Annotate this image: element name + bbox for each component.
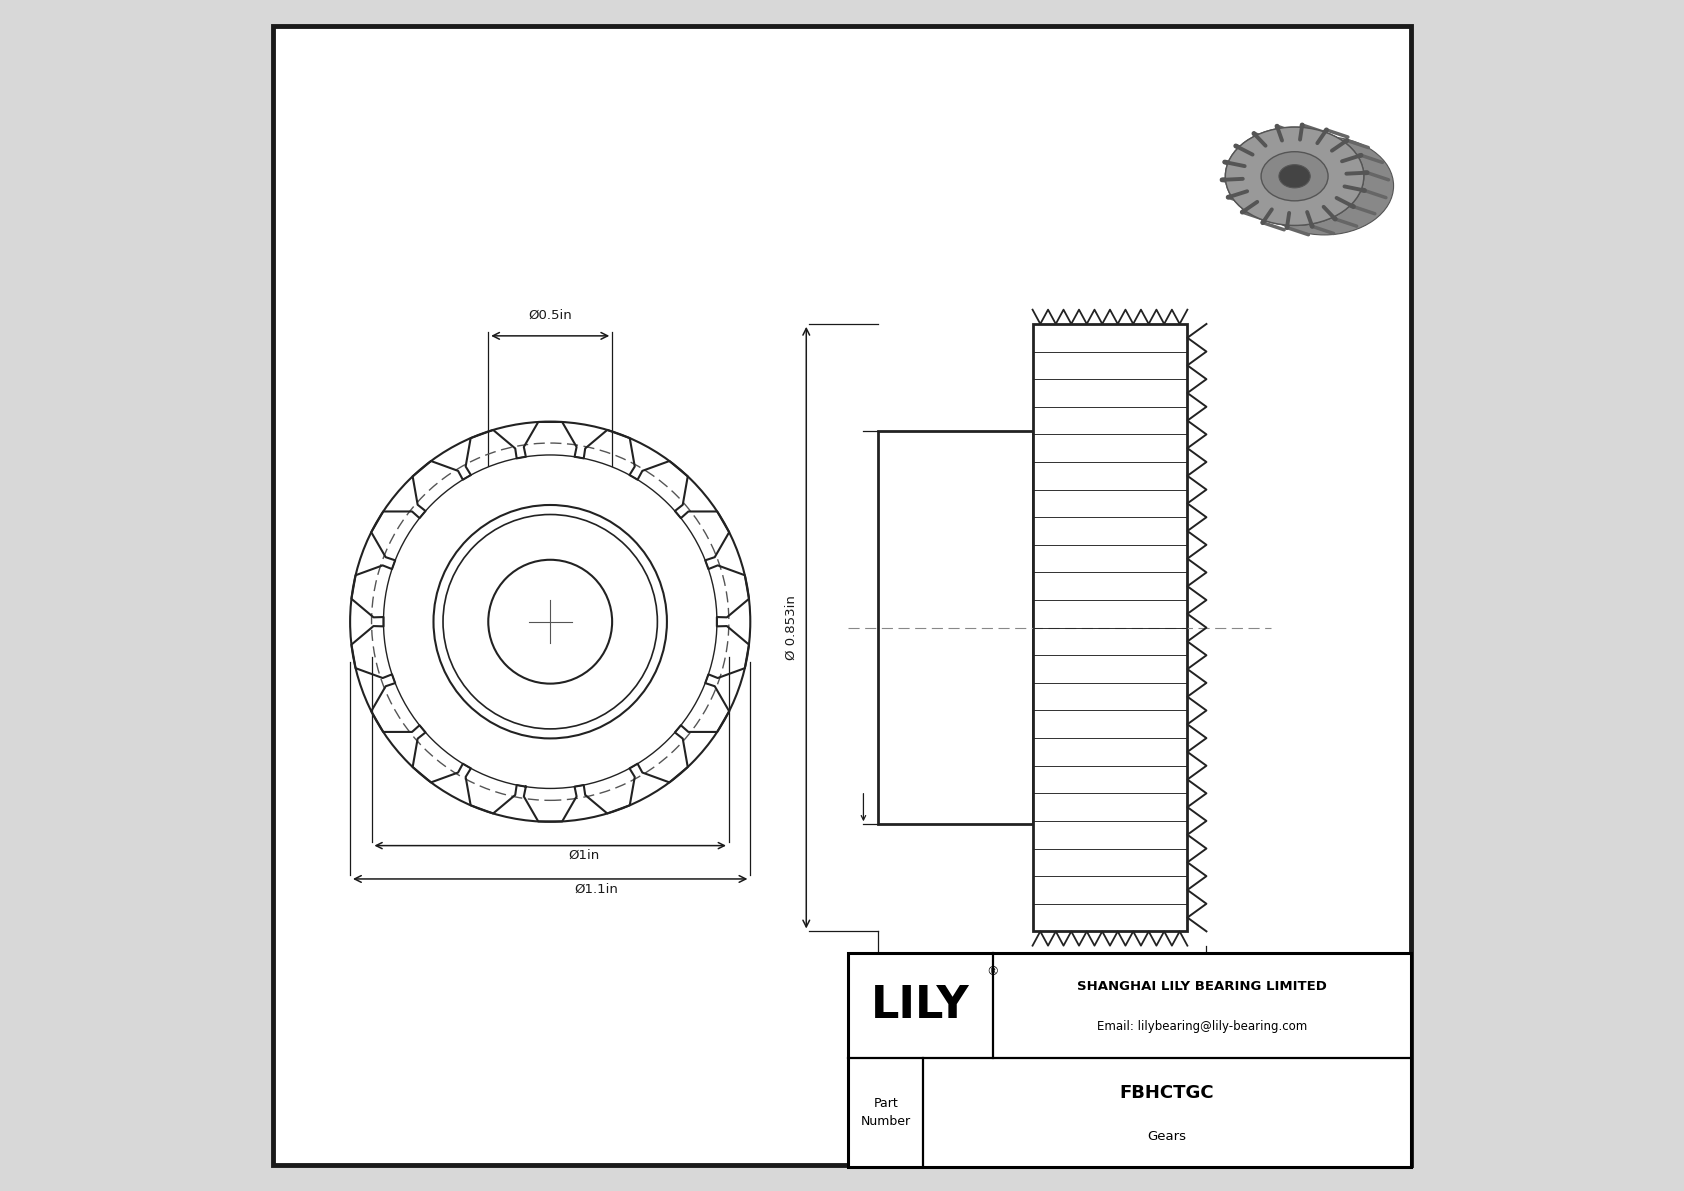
Text: Email: lilybearing@lily-bearing.com: Email: lilybearing@lily-bearing.com	[1098, 1019, 1307, 1033]
Circle shape	[488, 560, 613, 684]
Ellipse shape	[1226, 127, 1364, 225]
Circle shape	[384, 455, 717, 788]
Text: LILY: LILY	[871, 984, 970, 1027]
Polygon shape	[352, 422, 749, 822]
Text: Ø0.5in: Ø0.5in	[529, 308, 573, 322]
Text: ®: ®	[985, 966, 999, 978]
Text: SHANGHAI LILY BEARING LIMITED: SHANGHAI LILY BEARING LIMITED	[1078, 980, 1327, 993]
Ellipse shape	[1261, 151, 1329, 201]
Text: Gears: Gears	[1147, 1130, 1187, 1143]
Bar	[877, 431, 1032, 824]
Ellipse shape	[1226, 127, 1364, 225]
Text: 0.5in: 0.5in	[938, 979, 972, 992]
Circle shape	[433, 505, 667, 738]
Text: Part
Number: Part Number	[861, 1097, 911, 1128]
Circle shape	[443, 515, 657, 729]
Text: Ø1.1in: Ø1.1in	[574, 883, 618, 896]
Text: FBHCTGC: FBHCTGC	[1120, 1084, 1214, 1102]
Bar	[1032, 324, 1187, 931]
Ellipse shape	[1255, 137, 1394, 235]
Ellipse shape	[1278, 164, 1310, 188]
Text: Ø 0.853in: Ø 0.853in	[785, 596, 797, 660]
Circle shape	[344, 416, 756, 828]
Text: 0.938in: 0.938in	[1017, 1016, 1068, 1029]
Text: Ø1in: Ø1in	[568, 849, 600, 862]
Bar	[849, 953, 1411, 1167]
